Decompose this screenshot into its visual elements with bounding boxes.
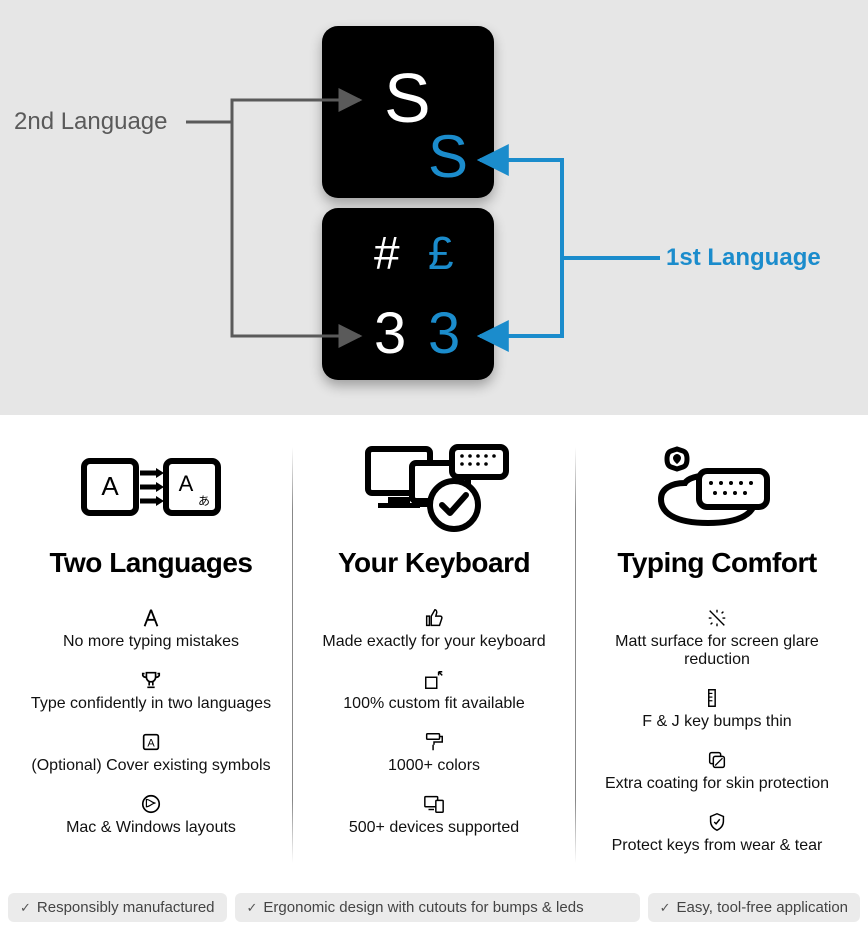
pill-text: Easy, tool-free application — [677, 899, 848, 916]
os-icon — [20, 791, 282, 817]
feature-item: Protect keys from wear & tear — [586, 809, 848, 855]
key1-blue-glyph: S — [428, 122, 468, 191]
key-tile-letter: S S — [322, 26, 494, 198]
key2-top-blue: £ — [428, 226, 454, 280]
feature-item: Extra coating for skin protection — [586, 747, 848, 793]
feature-text: 100% custom fit available — [303, 695, 565, 713]
footer-pill: ✓ Ergonomic design with cutouts for bumps… — [235, 893, 640, 922]
svg-text:A: A — [179, 471, 194, 496]
check-icon: ✓ — [247, 900, 258, 916]
feature-text: 1000+ colors — [303, 757, 565, 775]
no-glare-icon — [586, 605, 848, 631]
check-icon: ✓ — [20, 900, 31, 916]
feature-item: 100% custom fit available — [303, 667, 565, 713]
footer-pills: ✓ Responsibly manufactured ✓ Ergonomic des… — [0, 887, 868, 928]
typing-comfort-icon — [586, 439, 848, 535]
custom-fit-icon — [303, 667, 565, 693]
feature-text: Made exactly for your keyboard — [303, 633, 565, 651]
hero-diagram: S S # £ 3 3 2nd Language 1st Language — [0, 0, 868, 415]
feature-text: Matt surface for screen glare reduction — [586, 633, 848, 669]
pill-text: Ergonomic design with cutouts for bumps … — [263, 899, 583, 916]
pill-text: Responsibly manufactured — [37, 899, 215, 916]
footer-pill: ✓ Easy, tool-free application — [648, 893, 860, 922]
svg-text:A: A — [147, 738, 155, 750]
feature-item: 500+ devices supported — [303, 791, 565, 837]
shield-check-icon — [586, 809, 848, 835]
feature-col-typing-comfort: Typing Comfort Matt surface for screen g… — [576, 439, 858, 871]
features-row: A A あ Two Languages No more typing mista… — [0, 415, 868, 887]
two-languages-icon: A A あ — [20, 439, 282, 535]
svg-text:あ: あ — [198, 494, 210, 508]
svg-text:A: A — [101, 471, 119, 501]
key2-bottom-blue: 3 — [428, 300, 460, 367]
key2-top-white: # — [374, 226, 400, 280]
feature-text: (Optional) Cover existing symbols — [20, 757, 282, 775]
feature-text: No more typing mistakes — [20, 633, 282, 651]
key-tile-number: # £ 3 3 — [322, 208, 494, 380]
feature-text: Extra coating for skin protection — [586, 775, 848, 793]
devices-icon — [303, 791, 565, 817]
feature-item: Made exactly for your keyboard — [303, 605, 565, 651]
feature-item: Type confidently in two languages — [20, 667, 282, 713]
first-language-label: 1st Language — [666, 244, 821, 272]
second-language-label: 2nd Language — [14, 108, 168, 136]
key2-bottom-white: 3 — [374, 300, 406, 367]
feature-text: Type confidently in two languages — [20, 695, 282, 713]
feature-text: Protect keys from wear & tear — [586, 837, 848, 855]
check-icon: ✓ — [660, 900, 671, 916]
key1-white-glyph: S — [384, 58, 431, 138]
thumbs-up-icon — [303, 605, 565, 631]
your-keyboard-icon — [303, 439, 565, 535]
feature-col-two-languages: A A あ Two Languages No more typing mista… — [10, 439, 292, 871]
feature-text: Mac & Windows layouts — [20, 819, 282, 837]
trophy-icon — [20, 667, 282, 693]
a-glyph-icon — [20, 605, 282, 631]
col-title: Two Languages — [20, 547, 282, 579]
feature-item: 1000+ colors — [303, 729, 565, 775]
col-title: Your Keyboard — [303, 547, 565, 579]
feature-item: F & J key bumps thin — [586, 685, 848, 731]
col-title: Typing Comfort — [586, 547, 848, 579]
feature-col-your-keyboard: Your Keyboard Made exactly for your keyb… — [293, 439, 575, 871]
feature-item: No more typing mistakes — [20, 605, 282, 651]
coating-icon — [586, 747, 848, 773]
feature-text: F & J key bumps thin — [586, 713, 848, 731]
feature-item: A (Optional) Cover existing symbols — [20, 729, 282, 775]
cover-symbol-icon: A — [20, 729, 282, 755]
feature-item: Mac & Windows layouts — [20, 791, 282, 837]
footer-pill: ✓ Responsibly manufactured — [8, 893, 227, 922]
ruler-icon — [586, 685, 848, 711]
feature-item: Matt surface for screen glare reduction — [586, 605, 848, 669]
feature-text: 500+ devices supported — [303, 819, 565, 837]
paint-roller-icon — [303, 729, 565, 755]
